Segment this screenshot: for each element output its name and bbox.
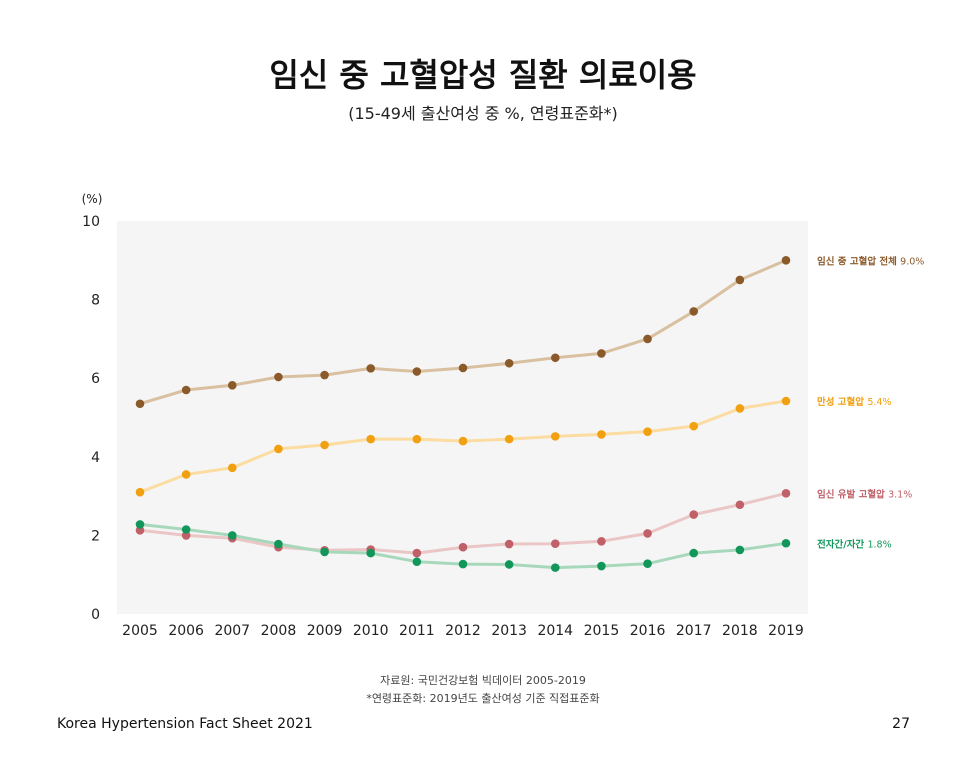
data-point <box>412 367 422 376</box>
x-tick-label: 2017 <box>676 623 712 639</box>
data-point <box>689 421 699 431</box>
data-point <box>274 372 283 382</box>
chart-subtitle: (15-49세 출산여성 중 %, 연령표준화*) <box>348 104 618 123</box>
x-tick-label: 2012 <box>445 623 481 639</box>
plot-area <box>117 221 808 614</box>
data-point <box>412 434 422 444</box>
data-point <box>135 487 145 497</box>
data-point <box>550 539 560 548</box>
data-point <box>320 547 329 557</box>
x-tick-label: 2015 <box>584 623 620 639</box>
data-point <box>458 436 468 446</box>
data-point <box>366 364 376 373</box>
x-tick-label: 2011 <box>399 623 435 639</box>
data-point <box>550 353 560 363</box>
data-point <box>643 334 652 344</box>
data-point <box>735 500 745 510</box>
data-point <box>458 559 468 569</box>
data-point <box>504 358 514 368</box>
data-point <box>320 370 329 380</box>
data-point <box>504 539 514 549</box>
data-point <box>412 548 422 558</box>
series-end-label: 만성 고혈압 5.4% <box>817 396 891 408</box>
x-tick-label: 2005 <box>122 623 158 639</box>
data-point <box>689 510 699 519</box>
data-point <box>458 363 468 373</box>
x-tick-label: 2006 <box>168 623 204 639</box>
x-tick-label: 2014 <box>537 623 573 639</box>
series-end-label: 전자간/자간 1.8% <box>817 538 892 550</box>
data-point <box>550 563 560 572</box>
x-tick-label: 2019 <box>768 623 804 639</box>
page-number: 27 <box>892 716 910 732</box>
data-point <box>689 548 699 558</box>
data-point <box>181 525 191 534</box>
data-point <box>135 525 145 535</box>
data-point <box>597 561 606 571</box>
data-point <box>643 427 652 436</box>
data-point <box>643 559 652 568</box>
data-point <box>181 385 191 395</box>
data-point <box>366 434 376 444</box>
data-point <box>781 538 791 548</box>
data-point <box>227 463 237 473</box>
x-tick-label: 2010 <box>353 623 389 639</box>
data-point <box>597 536 606 546</box>
data-point <box>181 470 191 479</box>
data-point <box>135 520 145 529</box>
x-tick-label: 2007 <box>214 623 250 639</box>
data-point <box>735 404 745 413</box>
data-point <box>458 542 468 552</box>
data-point <box>597 349 606 358</box>
data-point <box>781 489 791 498</box>
data-point <box>274 444 283 454</box>
data-point <box>135 399 145 409</box>
y-tick-label: 10 <box>82 214 100 230</box>
source-note: 자료원: 국민건강보험 빅데이터 2005-2019 <box>380 674 586 687</box>
x-tick-label: 2016 <box>630 623 666 639</box>
line-chart: (%) 0 2 4 6 8 10 2005 2006 2007 2008 2009 2010 2011 20… <box>82 192 925 639</box>
standardization-note: *연령표준화: 2019년도 출산여성 기준 직접표준화 <box>366 692 600 705</box>
data-point <box>550 432 560 441</box>
data-point <box>735 275 745 285</box>
y-tick-label: 2 <box>91 528 100 544</box>
x-tick-label: 2009 <box>307 623 343 639</box>
data-point <box>643 529 652 538</box>
data-point <box>181 531 191 540</box>
data-point <box>781 396 791 406</box>
y-axis-label: (%) <box>82 192 103 206</box>
y-tick-label: 8 <box>91 293 100 309</box>
data-point <box>504 560 514 569</box>
data-point <box>227 531 237 540</box>
footer-title: Korea Hypertension Fact Sheet 2021 <box>57 716 313 732</box>
x-tick-label: 2013 <box>491 623 527 639</box>
data-point <box>597 430 606 439</box>
data-point <box>274 539 283 549</box>
series-end-label: 임신 중 고혈압 전체 9.0% <box>817 255 924 267</box>
data-point <box>504 434 514 444</box>
data-point <box>735 545 745 555</box>
data-point <box>781 255 791 265</box>
y-tick-label: 0 <box>91 607 100 623</box>
y-tick-label: 6 <box>91 371 100 387</box>
chart-title: 임신 중 고혈압성 질환 의료이용 <box>269 56 697 94</box>
data-point <box>227 380 237 390</box>
x-tick-label: 2018 <box>722 623 758 639</box>
y-tick-label: 4 <box>91 450 100 466</box>
series-end-label: 임신 유발 고혈압 3.1% <box>817 488 912 500</box>
data-point <box>412 557 422 567</box>
x-tick-label: 2008 <box>261 623 297 639</box>
data-point <box>689 307 699 316</box>
data-point <box>320 440 329 450</box>
data-point <box>366 548 376 558</box>
